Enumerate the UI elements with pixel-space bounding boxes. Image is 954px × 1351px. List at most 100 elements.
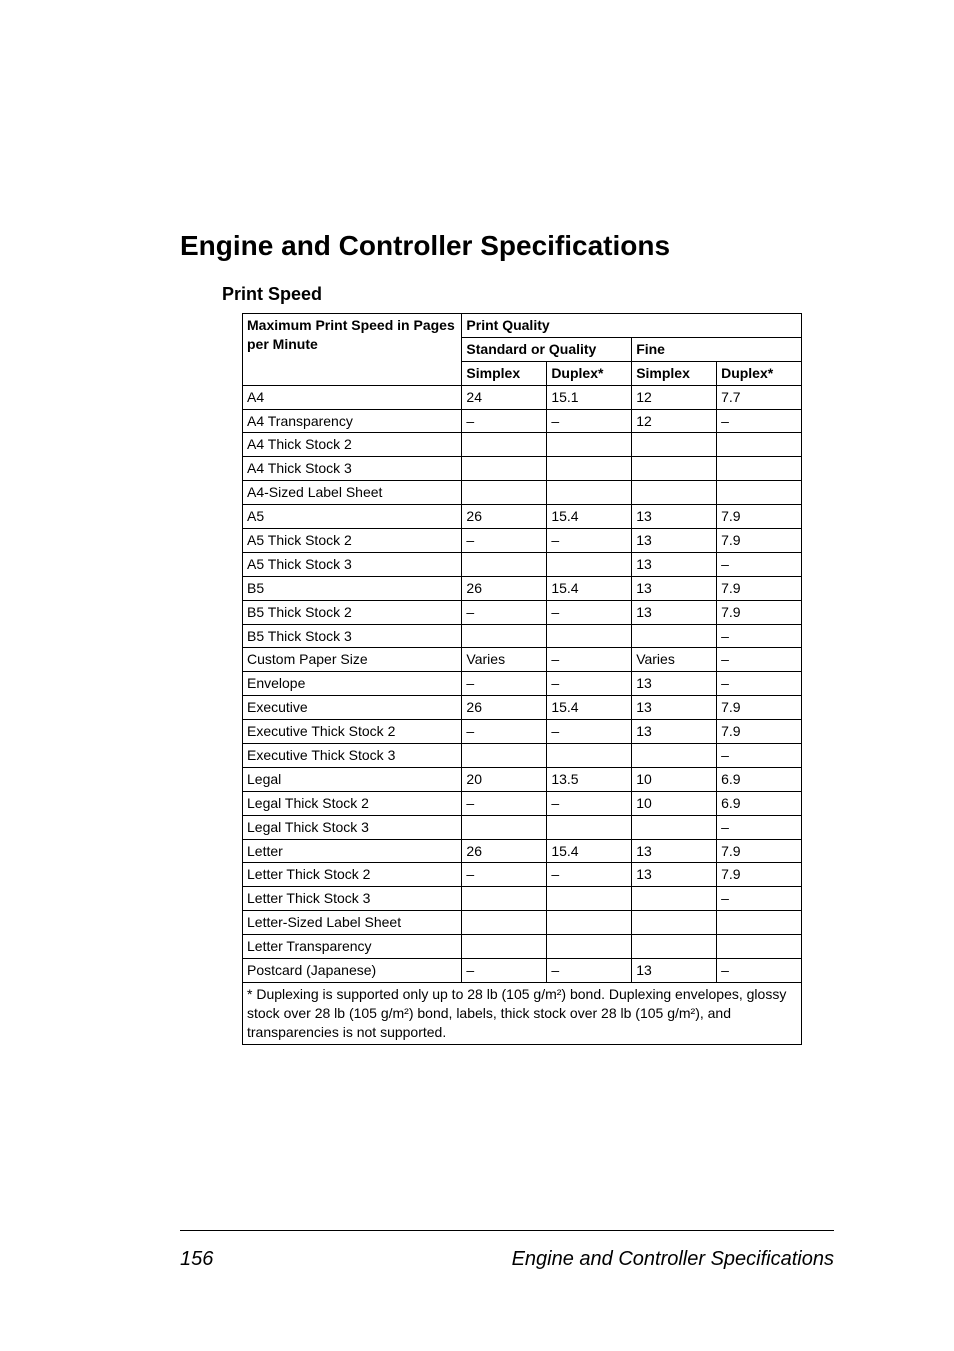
data-cell: 13 xyxy=(632,696,717,720)
row-label: Custom Paper Size xyxy=(243,648,462,672)
data-cell: – xyxy=(462,791,547,815)
data-cell: 13 xyxy=(632,959,717,983)
data-cell xyxy=(632,433,717,457)
data-cell xyxy=(462,433,547,457)
table-row: Letter2615.4137.9 xyxy=(243,839,802,863)
row-label: Postcard (Japanese) xyxy=(243,959,462,983)
data-cell: 7.9 xyxy=(717,696,802,720)
data-cell xyxy=(462,457,547,481)
table-row: Legal Thick Stock 2––106.9 xyxy=(243,791,802,815)
row-label: A4 Thick Stock 3 xyxy=(243,457,462,481)
data-cell: – xyxy=(547,720,632,744)
data-cell xyxy=(547,887,632,911)
table-row: A42415.1127.7 xyxy=(243,385,802,409)
data-cell: – xyxy=(717,409,802,433)
data-cell xyxy=(717,911,802,935)
row-label: Letter Transparency xyxy=(243,935,462,959)
data-cell: 13 xyxy=(632,863,717,887)
data-cell xyxy=(547,911,632,935)
row-label: A4 Transparency xyxy=(243,409,462,433)
data-cell: 24 xyxy=(462,385,547,409)
data-cell: 15.4 xyxy=(547,505,632,529)
data-cell xyxy=(547,624,632,648)
data-cell: 26 xyxy=(462,505,547,529)
data-cell: – xyxy=(462,409,547,433)
data-cell: 7.9 xyxy=(717,600,802,624)
data-cell xyxy=(717,433,802,457)
row-label: B5 xyxy=(243,576,462,600)
data-cell: – xyxy=(717,815,802,839)
data-cell: 12 xyxy=(632,409,717,433)
data-cell: 26 xyxy=(462,696,547,720)
table-row: Legal Thick Stock 3– xyxy=(243,815,802,839)
table-row: A5 Thick Stock 2––137.9 xyxy=(243,529,802,553)
table-row: A4 Thick Stock 2 xyxy=(243,433,802,457)
table-row: Executive Thick Stock 3 – xyxy=(243,744,802,768)
row-label: Letter xyxy=(243,839,462,863)
table-row: Letter-Sized Label Sheet xyxy=(243,911,802,935)
row-label: A4 xyxy=(243,385,462,409)
data-cell: 26 xyxy=(462,576,547,600)
table-row: A52615.4137.9 xyxy=(243,505,802,529)
data-cell: 13 xyxy=(632,839,717,863)
table-row: A4 Transparency––12– xyxy=(243,409,802,433)
data-cell xyxy=(462,911,547,935)
table-row: B52615.4137.9 xyxy=(243,576,802,600)
table-row: Letter Thick Stock 2––137.9 xyxy=(243,863,802,887)
footer-text: Engine and Controller Specifications xyxy=(512,1248,834,1271)
footer-rule xyxy=(180,1230,834,1231)
data-cell: 13.5 xyxy=(547,767,632,791)
data-cell: 12 xyxy=(632,385,717,409)
data-cell: 10 xyxy=(632,767,717,791)
data-cell: 7.9 xyxy=(717,863,802,887)
data-cell xyxy=(717,935,802,959)
data-cell xyxy=(632,457,717,481)
data-cell xyxy=(547,433,632,457)
data-cell: 7.9 xyxy=(717,505,802,529)
row-label: A4 Thick Stock 2 xyxy=(243,433,462,457)
data-cell: – xyxy=(462,600,547,624)
data-cell: – xyxy=(547,648,632,672)
table-row: Postcard (Japanese)––13– xyxy=(243,959,802,983)
fine-group-header: Fine xyxy=(632,337,802,361)
table-row: A5 Thick Stock 313– xyxy=(243,552,802,576)
standard-duplex-header: Duplex* xyxy=(547,361,632,385)
data-cell xyxy=(632,887,717,911)
data-cell xyxy=(632,815,717,839)
data-cell: 26 xyxy=(462,839,547,863)
data-cell: 6.9 xyxy=(717,767,802,791)
page-number: 156 xyxy=(180,1248,213,1271)
data-cell: 15.4 xyxy=(547,576,632,600)
quality-group-header: Print Quality xyxy=(462,314,802,338)
data-cell xyxy=(547,552,632,576)
data-cell: – xyxy=(547,672,632,696)
row-label: Executive xyxy=(243,696,462,720)
table-row: Executive2615.4137.9 xyxy=(243,696,802,720)
row-label: Executive Thick Stock 3 xyxy=(243,744,462,768)
data-cell: Varies xyxy=(632,648,717,672)
data-cell: 13 xyxy=(632,720,717,744)
data-cell: 15.1 xyxy=(547,385,632,409)
row-label: Letter Thick Stock 2 xyxy=(243,863,462,887)
data-cell: 13 xyxy=(632,576,717,600)
data-cell: 13 xyxy=(632,672,717,696)
table-row: B5 Thick Stock 3– xyxy=(243,624,802,648)
data-cell: – xyxy=(547,959,632,983)
row-label: B5 Thick Stock 3 xyxy=(243,624,462,648)
page-title: Engine and Controller Specifications xyxy=(180,230,834,262)
table-row: Custom Paper SizeVaries–Varies– xyxy=(243,648,802,672)
row-label: Letter-Sized Label Sheet xyxy=(243,911,462,935)
data-cell xyxy=(632,624,717,648)
data-cell: – xyxy=(717,744,802,768)
data-cell: – xyxy=(547,600,632,624)
data-cell: Varies xyxy=(462,648,547,672)
data-cell: 15.4 xyxy=(547,696,632,720)
table-row: Legal2013.5106.9 xyxy=(243,767,802,791)
data-cell: 10 xyxy=(632,791,717,815)
data-cell xyxy=(462,935,547,959)
row-label: Legal xyxy=(243,767,462,791)
table-row: A4 Thick Stock 3 xyxy=(243,457,802,481)
data-cell: – xyxy=(547,791,632,815)
data-cell: – xyxy=(717,648,802,672)
data-cell xyxy=(462,624,547,648)
